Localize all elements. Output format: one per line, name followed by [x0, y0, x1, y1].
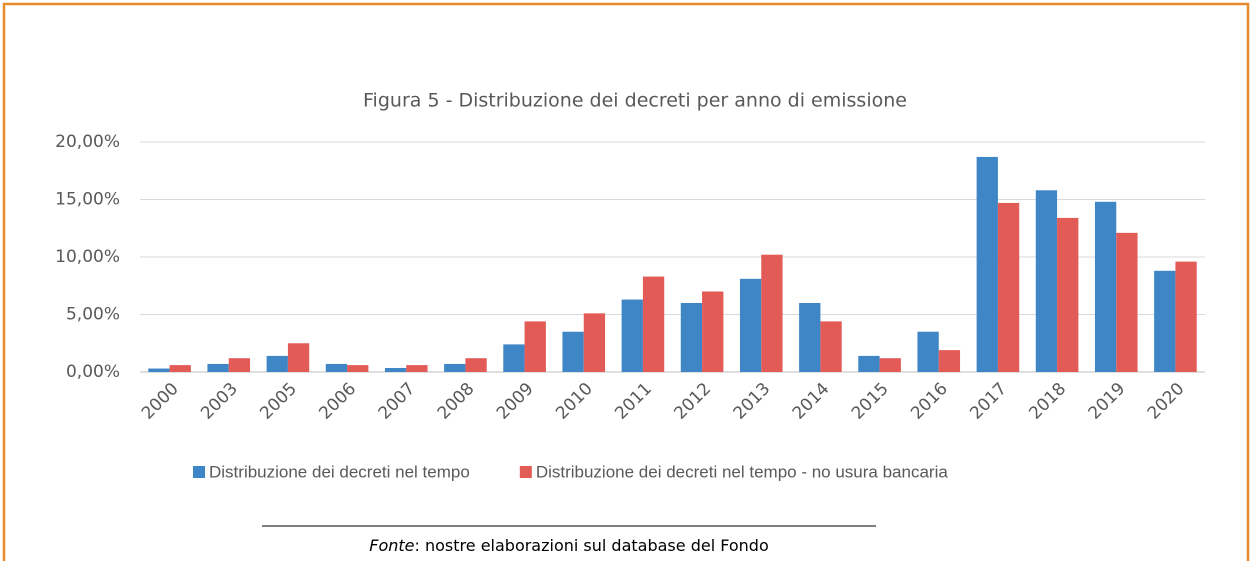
y-tick-label: 0,00% [66, 362, 120, 382]
source-text: : nostre elaborazioni sul database del F… [415, 536, 769, 555]
x-tick-label: 2011 [611, 379, 656, 424]
x-tick-label: 2016 [907, 379, 952, 424]
bar [1094, 201, 1117, 372]
y-tick-label: 10,00% [55, 247, 120, 267]
bar [169, 365, 191, 372]
bar [761, 254, 783, 372]
x-tick-label: 2018 [1025, 379, 1070, 424]
bar [287, 343, 310, 372]
bar [503, 344, 525, 372]
bar [1154, 270, 1176, 372]
bar [820, 321, 842, 372]
bar [642, 276, 665, 372]
bar [406, 365, 428, 372]
x-tick-label: 2006 [315, 379, 360, 424]
bar [384, 367, 407, 372]
bar [739, 278, 762, 372]
x-tick-label: 2007 [375, 379, 420, 424]
bar [207, 363, 229, 372]
source: Fonte: nostre elaborazioni sul database … [369, 536, 768, 555]
x-tick-label: 2000 [138, 379, 183, 424]
bar [879, 358, 901, 372]
legend-label: Distribuzione dei decreti nel tempo [209, 462, 470, 481]
bar [347, 365, 369, 372]
bar [799, 303, 821, 372]
bar [1175, 261, 1197, 372]
bar [1116, 232, 1138, 372]
bar [917, 331, 939, 372]
x-tick-label: 2008 [434, 379, 479, 424]
legend-swatch [519, 466, 532, 478]
x-tick-label: 2020 [1144, 379, 1189, 424]
legend-swatch [193, 466, 205, 478]
bar [976, 156, 998, 372]
bar [524, 321, 546, 372]
bar [1035, 190, 1058, 372]
source-label: Fonte [369, 536, 414, 555]
x-tick-label: 2005 [256, 379, 301, 424]
bar [702, 291, 724, 372]
chart-title: Figura 5 - Distribuzione dei decreti per… [363, 90, 907, 112]
bar [444, 363, 466, 372]
x-tick-label: 2009 [493, 379, 538, 424]
bar [562, 331, 584, 372]
bar [325, 363, 348, 372]
x-tick-label: 2003 [197, 379, 242, 424]
y-tick-label: 15,00% [55, 190, 120, 210]
bar [858, 355, 880, 372]
x-tick-label: 2012 [670, 379, 715, 424]
x-tick-label: 2015 [848, 379, 893, 424]
bar [1057, 217, 1079, 372]
bar [680, 303, 703, 372]
bar [997, 202, 1020, 372]
bar [583, 313, 606, 372]
bar [266, 355, 288, 372]
bar [228, 358, 251, 372]
legend-label: Distribuzione dei decreti nel tempo - no… [536, 462, 949, 481]
y-tick-label: 5,00% [66, 305, 120, 325]
x-tick-label: 2014 [789, 379, 834, 424]
y-tick-label: 20,00% [55, 132, 120, 152]
x-tick-label: 2017 [966, 379, 1011, 424]
bar [621, 299, 643, 372]
bar [465, 358, 487, 372]
x-tick-label: 2019 [1085, 379, 1130, 424]
bar [148, 368, 170, 372]
x-tick-label: 2013 [730, 379, 775, 424]
x-tick-label: 2010 [552, 379, 597, 424]
bar [938, 350, 961, 372]
